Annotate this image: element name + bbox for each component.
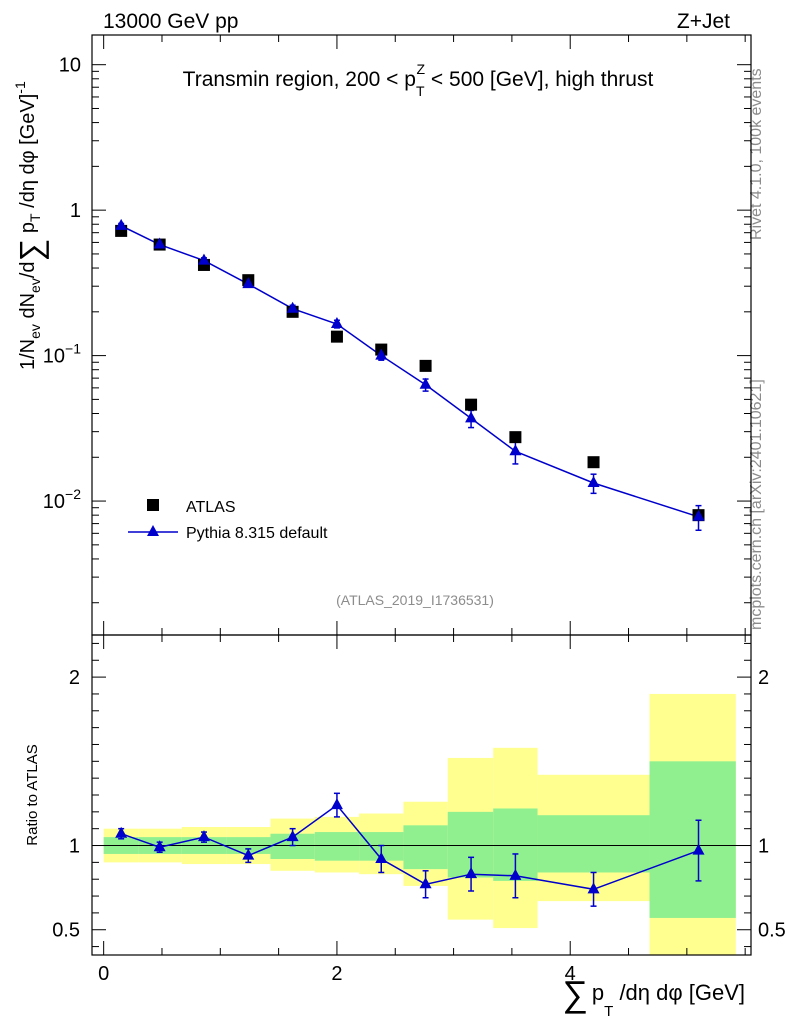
mc-line <box>120 225 699 518</box>
main-y-tick-label: 10 <box>59 55 81 77</box>
main-panel: Transmin region, 200 < pTZ < 500 [GeV], … <box>12 34 752 636</box>
x-axis-sum-symbol: ∑ <box>562 973 588 1014</box>
legend-pythia-marker <box>147 525 159 536</box>
mc-point <box>197 253 210 265</box>
x-tick-label: 4 <box>565 963 576 985</box>
x-tick-label: 2 <box>331 963 342 985</box>
mc-point <box>465 411 478 423</box>
ratio-point <box>153 840 166 852</box>
header-left-title: 13000 GeV pp <box>103 10 238 33</box>
analysis-id-label: (ATLAS_2019_I1736531) <box>336 592 494 608</box>
ratio-point <box>115 826 128 838</box>
mc-point <box>115 218 128 230</box>
atlas-point <box>509 431 522 444</box>
ratio-inner-band <box>649 761 736 918</box>
atlas-point <box>465 398 478 411</box>
main-plot-frame <box>91 34 752 636</box>
legend: ATLAS Pythia 8.315 default <box>128 499 328 542</box>
ratio-y-tick-label: 2 <box>69 667 80 689</box>
main-y-axis-label: 1/Nev dNev/d∑ pT /dη dφ [GeV]-1 <box>12 81 49 370</box>
ratio-x-ticks: 0 2 4 <box>98 635 746 985</box>
atlas-series <box>115 218 705 522</box>
main-y-tick-label: 10−2 <box>43 486 81 513</box>
x-axis-label-p: p <box>592 980 604 1005</box>
ratio-point <box>330 798 343 810</box>
ratio-uncertainty-bands <box>103 693 736 955</box>
ratio-y-axis-label: Ratio to ATLAS <box>24 744 41 845</box>
ratio-point <box>197 830 210 842</box>
x-axis-label-tail: /dη dφ [GeV] <box>613 980 745 1005</box>
ratio-series <box>115 792 705 907</box>
header-right-title: Z+Jet <box>677 10 730 33</box>
ratio-point <box>375 852 388 863</box>
mc-point <box>375 348 388 360</box>
ratio-point <box>587 882 600 894</box>
mc-point <box>692 509 705 521</box>
title-tail: < 500 [GeV], high thrust <box>425 68 653 91</box>
ratio-line <box>120 804 699 891</box>
ratio-y-tick-label-right: 0.5 <box>758 920 786 942</box>
ratio-inner-band <box>314 832 360 861</box>
title-sub: T <box>416 83 425 99</box>
ratio-y-tick-label-right: 1 <box>758 836 769 858</box>
title-main: Transmin region, 200 < p <box>183 68 416 91</box>
mc-point <box>419 377 432 389</box>
mc-point <box>509 444 522 456</box>
ratio-point <box>286 830 299 842</box>
ratio-y-tick-label-right: 2 <box>758 667 769 689</box>
ratio-point <box>419 877 432 889</box>
main-panel-title: Transmin region, 200 < pTZ < 500 [GeV], … <box>183 61 654 99</box>
mc-point <box>587 476 600 488</box>
main-x-ticks <box>103 35 746 635</box>
mc-point <box>330 316 343 328</box>
y-axis-title-part1: 1/Nev dNev/d∑ pT /dη dφ [GeV]-1 <box>12 81 49 370</box>
mcplots-url-label: mcplots.cern.ch [arXiv:2401.10621] <box>748 379 765 630</box>
mc-point <box>286 301 299 313</box>
legend-atlas-marker <box>147 499 159 511</box>
x-axis-label: ∑ pT /dη dφ [GeV] <box>562 973 745 1020</box>
x-axis-label-sub: T <box>604 1003 613 1020</box>
ratio-plot-frame <box>91 634 752 956</box>
title-sup: Z <box>417 61 426 77</box>
atlas-point <box>587 456 600 469</box>
ratio-inner-band <box>403 825 448 870</box>
main-y-tick-label: 10−1 <box>43 341 81 368</box>
ratio-y-tick-label: 0.5 <box>52 920 80 942</box>
main-y-ticks: 10 1 10−1 10−2 <box>43 55 751 604</box>
ratio-point <box>242 848 255 860</box>
ratio-point <box>509 868 522 880</box>
ratio-point <box>692 843 705 855</box>
atlas-point <box>330 330 343 343</box>
mc-point <box>153 237 166 249</box>
atlas-point <box>419 359 432 372</box>
main-y-tick-label: 1 <box>70 200 81 222</box>
rivet-version-label: Rivet 4.1.0, 100k events <box>748 68 765 240</box>
ratio-y-tick-label: 1 <box>69 836 80 858</box>
ratio-y-ticks: 0.5 0.5 1 1 2 2 <box>52 642 786 948</box>
x-tick-label: 0 <box>98 963 109 985</box>
ratio-inner-band <box>537 815 650 873</box>
ratio-panel: 0.5 0.5 1 1 2 2 0 2 4 Ratio to ATLAS ∑ pT /dη dφ… <box>24 634 786 1020</box>
mc-point <box>242 277 255 289</box>
legend-atlas-label: ATLAS <box>186 499 236 516</box>
legend-pythia-label: Pythia 8.315 default <box>186 525 328 542</box>
ratio-point <box>465 867 478 879</box>
